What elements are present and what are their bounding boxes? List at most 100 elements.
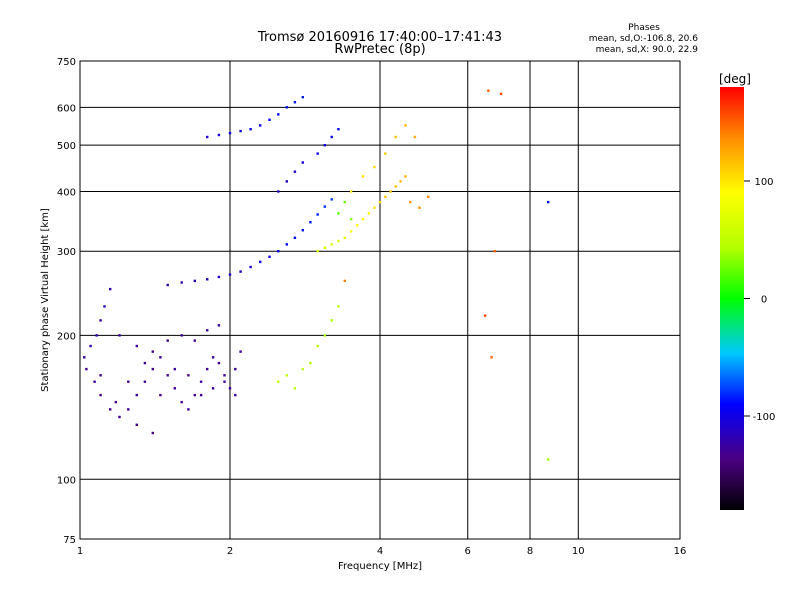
data-point	[285, 374, 288, 377]
data-point	[384, 195, 387, 198]
data-point	[337, 128, 340, 131]
data-point	[135, 423, 138, 426]
data-point	[193, 339, 196, 342]
data-point	[293, 101, 297, 104]
data-point	[268, 255, 271, 258]
data-point	[217, 361, 221, 365]
data-point	[159, 393, 162, 397]
data-point	[193, 279, 196, 283]
data-point	[285, 106, 288, 109]
data-point	[349, 190, 353, 193]
data-point	[490, 356, 493, 359]
data-point	[127, 408, 130, 411]
data-point	[413, 135, 417, 139]
data-point	[259, 260, 262, 264]
data-point	[143, 380, 147, 383]
data-point	[180, 334, 183, 337]
x-tick-label: 16	[674, 546, 687, 557]
y-axis-label: Stationary phase Virtual Height [km]	[40, 208, 51, 392]
data-point	[211, 387, 215, 390]
data-point	[151, 431, 154, 435]
data-point	[404, 124, 407, 127]
data-point	[493, 250, 496, 253]
data-point	[217, 324, 221, 327]
data-point	[211, 356, 215, 359]
data-point	[349, 230, 353, 233]
data-point	[228, 387, 232, 390]
data-point	[173, 387, 176, 390]
data-point	[277, 113, 280, 116]
data-point	[259, 124, 262, 127]
data-point	[180, 281, 183, 284]
data-point	[337, 212, 340, 215]
y-tick-label: 200	[57, 331, 76, 342]
data-point	[293, 387, 297, 390]
data-point	[234, 393, 237, 397]
chart-title: Tromsø 20160916 17:40:00–17:41:43	[257, 30, 502, 45]
stats-line-x: mean, sd,X: 90.0, 22.9	[596, 45, 699, 55]
data-point	[206, 329, 209, 332]
data-point	[159, 356, 162, 359]
colorbar-label: [deg]	[719, 72, 751, 86]
x-tick-label: 10	[572, 546, 585, 557]
data-point	[316, 344, 319, 348]
data-point	[268, 118, 271, 121]
y-tick-label: 600	[57, 103, 76, 114]
data-point	[277, 190, 280, 193]
data-point	[316, 152, 319, 155]
x-tick-label: 1	[77, 546, 83, 557]
data-point	[343, 279, 346, 283]
data-point	[427, 195, 430, 198]
x-tick-label: 8	[527, 546, 533, 557]
data-point	[394, 135, 397, 139]
data-point	[547, 200, 550, 204]
data-point	[103, 305, 106, 308]
data-point	[99, 393, 102, 397]
x-axis-ticks: 1 2 4 6 8 10 16	[77, 546, 687, 557]
data-point	[330, 198, 333, 201]
data-point	[337, 305, 340, 308]
data-point	[301, 229, 304, 232]
data-point	[418, 206, 421, 209]
data-point	[83, 356, 86, 359]
y-axis-ticks: 75 100 200 300 400 500 600 750	[57, 57, 76, 546]
data-point	[99, 374, 102, 377]
data-point	[309, 221, 312, 224]
data-point	[239, 350, 242, 353]
data-point	[135, 344, 138, 348]
data-point	[166, 339, 169, 342]
data-point	[277, 380, 280, 383]
data-point	[343, 236, 346, 239]
data-point	[143, 361, 147, 365]
data-point	[217, 133, 221, 137]
data-point	[206, 367, 209, 371]
colorbar-tick-label: -100	[753, 412, 776, 423]
data-point	[309, 361, 312, 365]
data-point	[487, 89, 490, 92]
data-point	[166, 374, 169, 377]
data-point	[293, 236, 297, 239]
data-point	[234, 367, 237, 371]
data-point	[180, 400, 183, 404]
data-point	[373, 206, 376, 209]
data-point	[337, 239, 340, 243]
data-point	[109, 408, 112, 411]
y-tick-label: 75	[63, 535, 76, 546]
data-point	[499, 92, 503, 96]
stats-heading: Phases	[628, 23, 660, 33]
data-point	[373, 165, 376, 169]
data-point	[239, 270, 242, 273]
data-point	[323, 205, 326, 208]
data-point	[547, 458, 550, 461]
x-tick-label: 6	[465, 546, 471, 557]
data-point	[323, 144, 326, 147]
data-point	[93, 380, 96, 383]
data-point	[228, 273, 232, 276]
data-point	[127, 380, 130, 383]
colorbar-ticks: 100 0 -100	[744, 177, 775, 423]
data-point	[239, 129, 242, 133]
data-point	[483, 314, 487, 317]
x-axis-label: Frequency [MHz]	[338, 561, 422, 572]
data-point	[277, 250, 280, 253]
